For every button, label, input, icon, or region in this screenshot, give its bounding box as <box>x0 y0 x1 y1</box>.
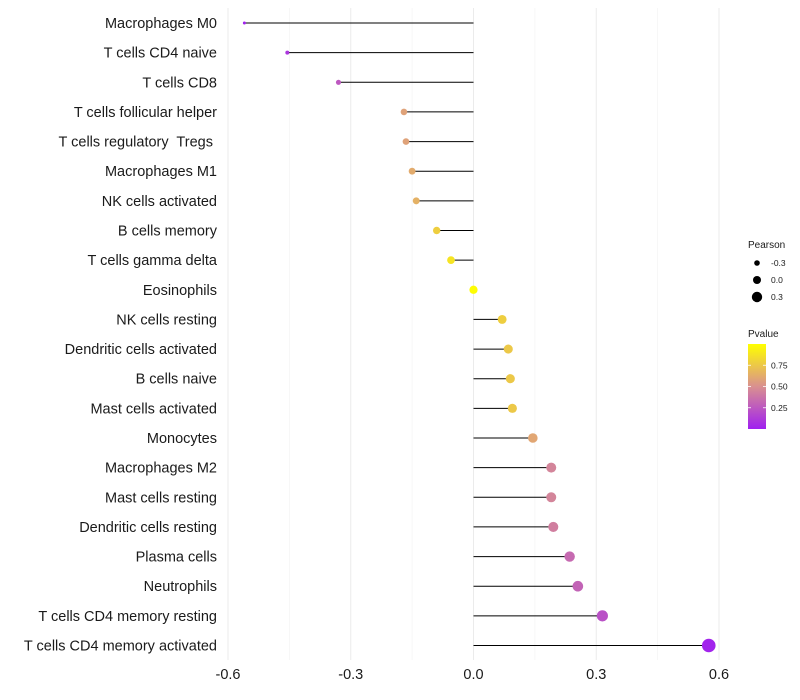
size-legend: Pearson -0.3 0.0 0.3 <box>748 240 786 303</box>
color-legend: Pvalue 0.75 0.50 0.25 <box>748 329 788 429</box>
category-label: B cells memory <box>118 224 218 240</box>
x-axis-ticks: -0.6 -0.3 0.0 0.3 0.6 <box>216 667 730 683</box>
dot-neutrophils <box>572 580 584 592</box>
category-label: T cells follicular helper <box>74 105 217 121</box>
category-label: T cells CD4 memory resting <box>38 609 217 625</box>
category-label: Dendritic cells resting <box>79 520 217 536</box>
size-legend-label: 0.3 <box>771 292 783 302</box>
color-legend-title: Pvalue <box>748 329 779 340</box>
dot-b-cells-memory <box>432 226 441 235</box>
x-tick-label: -0.6 <box>216 667 241 683</box>
size-legend-title: Pearson <box>748 240 785 251</box>
category-label: Mast cells activated <box>90 401 217 417</box>
category-label: Plasma cells <box>136 550 217 566</box>
size-legend-label: -0.3 <box>771 258 786 268</box>
color-legend-label: 0.75 <box>771 360 788 370</box>
grid-lines <box>227 8 720 660</box>
category-label: Monocytes <box>147 431 217 447</box>
dot-monocytes <box>528 433 538 443</box>
dot-eosinophils <box>469 285 478 294</box>
category-label: Neutrophils <box>144 579 217 595</box>
lollipop-stems <box>244 22 709 646</box>
size-legend-label: 0.0 <box>771 275 783 285</box>
x-tick-label: 0.0 <box>463 667 483 683</box>
dot-nk-cells-activated <box>412 197 420 205</box>
lollipop-dots <box>242 21 716 653</box>
size-legend-key <box>751 291 763 303</box>
category-label: NK cells resting <box>116 312 217 328</box>
category-label: Macrophages M1 <box>105 164 217 180</box>
category-label: T cells CD8 <box>142 75 217 91</box>
category-label: Dendritic cells activated <box>65 342 217 358</box>
dot-t-cells-gamma-delta <box>447 256 455 265</box>
dot-mast-cells-resting <box>546 492 557 503</box>
category-labels: Macrophages M0 T cells CD4 naive T cells C… <box>24 16 218 655</box>
dot-dendritic-cells-resting <box>548 521 559 532</box>
dot-macrophages-m0 <box>242 21 246 25</box>
dot-t-cells-follicular-helper <box>400 108 408 116</box>
size-legend-key <box>754 260 760 266</box>
category-label: T cells regulatory Tregs <box>59 135 218 151</box>
category-label: B cells naive <box>136 372 217 388</box>
dot-dendritic-cells-activated <box>503 344 513 354</box>
dot-mast-cells-activated <box>507 403 517 413</box>
color-legend-label: 0.50 <box>771 382 788 392</box>
dot-macrophages-m1 <box>408 167 416 175</box>
dot-t-cells-cd4-memory-activated <box>701 638 716 653</box>
category-label: Macrophages M2 <box>105 461 217 477</box>
size-legend-key <box>753 276 761 284</box>
category-label: T cells CD4 memory activated <box>24 639 217 655</box>
dot-b-cells-naive <box>505 374 515 384</box>
category-label: T cells CD4 naive <box>104 46 217 62</box>
color-legend-bar <box>748 344 766 429</box>
dot-macrophages-m2 <box>546 462 557 473</box>
category-label: Mast cells resting <box>105 490 217 506</box>
dot-nk-cells-resting <box>497 314 507 324</box>
category-label: Eosinophils <box>143 283 217 299</box>
category-label: Macrophages M0 <box>105 16 217 32</box>
x-tick-label: -0.3 <box>338 667 363 683</box>
dot-t-cells-cd4-memory-resting <box>596 610 608 622</box>
dot-t-cells-cd8 <box>335 79 342 85</box>
x-tick-label: 0.3 <box>586 667 606 683</box>
category-label: T cells gamma delta <box>88 253 218 269</box>
category-label: NK cells activated <box>102 194 217 210</box>
x-tick-label: 0.6 <box>709 667 729 683</box>
dot-plasma-cells <box>564 551 575 562</box>
dot-t-cells-regulatory-tregs <box>402 138 410 145</box>
color-legend-label: 0.25 <box>771 403 788 413</box>
dot-t-cells-cd4-naive <box>285 50 290 55</box>
